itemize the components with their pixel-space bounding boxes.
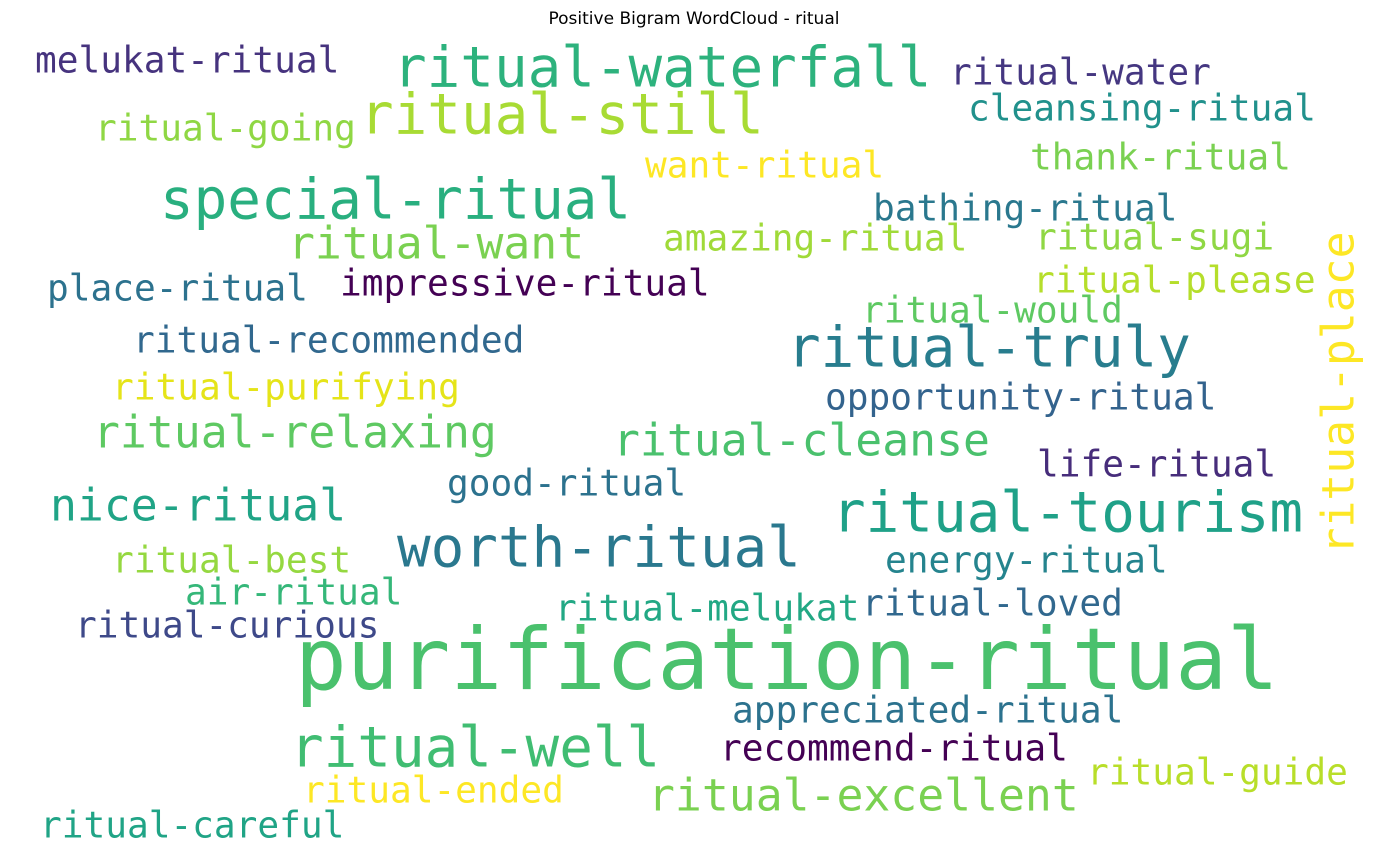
word: impressive-ritual (340, 262, 710, 305)
word: ritual-tourism (832, 481, 1303, 546)
word: ritual-curious (75, 604, 379, 647)
word: opportunity-ritual (825, 376, 1216, 419)
word: nice-ritual (50, 479, 346, 532)
word: ritual-careful (40, 804, 344, 847)
word: ritual-going (95, 107, 356, 150)
word: ritual-relaxing (93, 406, 497, 459)
word: bathing-ritual (873, 187, 1177, 230)
word: ritual-place (1312, 231, 1365, 554)
word: ritual-excellent (648, 769, 1079, 822)
word: thank-ritual (1030, 136, 1291, 179)
word: ritual-would (862, 289, 1123, 332)
chart-title: Positive Bigram WordCloud - ritual (549, 9, 840, 29)
word: ritual-want (288, 217, 584, 270)
word: ritual-well (290, 716, 660, 781)
word: ritual-purifying (112, 366, 460, 409)
word: worth-ritual (397, 516, 801, 581)
word: ritual-ended (303, 769, 564, 812)
word: ritual-best (112, 539, 351, 582)
word: ritual-please (1033, 259, 1316, 302)
word: ritual-recommended (133, 319, 524, 362)
word: ritual-sugi (1035, 216, 1274, 259)
word: appreciated-ritual (732, 689, 1123, 732)
word: amazing-ritual (663, 217, 967, 260)
word: recommend-ritual (720, 727, 1068, 770)
word: ritual-guide (1087, 751, 1348, 794)
word: energy-ritual (885, 539, 1168, 582)
word: want-ritual (645, 144, 884, 187)
word: purification-ritual (295, 610, 1279, 710)
word: ritual-loved (862, 582, 1123, 625)
word: special-ritual (160, 168, 631, 233)
word: air-ritual (185, 571, 402, 614)
word: life-ritual (1037, 443, 1276, 486)
word: ritual-cleanse (613, 414, 990, 467)
word: good-ritual (447, 462, 686, 505)
word: ritual-still (360, 83, 764, 148)
word: ritual-melukat (555, 587, 859, 630)
word: ritual-waterfall (393, 36, 931, 101)
word: cleansing-ritual (968, 87, 1316, 130)
word: ritual-truly (787, 316, 1191, 381)
word: melukat-ritual (35, 39, 339, 82)
word: ritual-water (950, 51, 1211, 94)
word: place-ritual (47, 267, 308, 310)
